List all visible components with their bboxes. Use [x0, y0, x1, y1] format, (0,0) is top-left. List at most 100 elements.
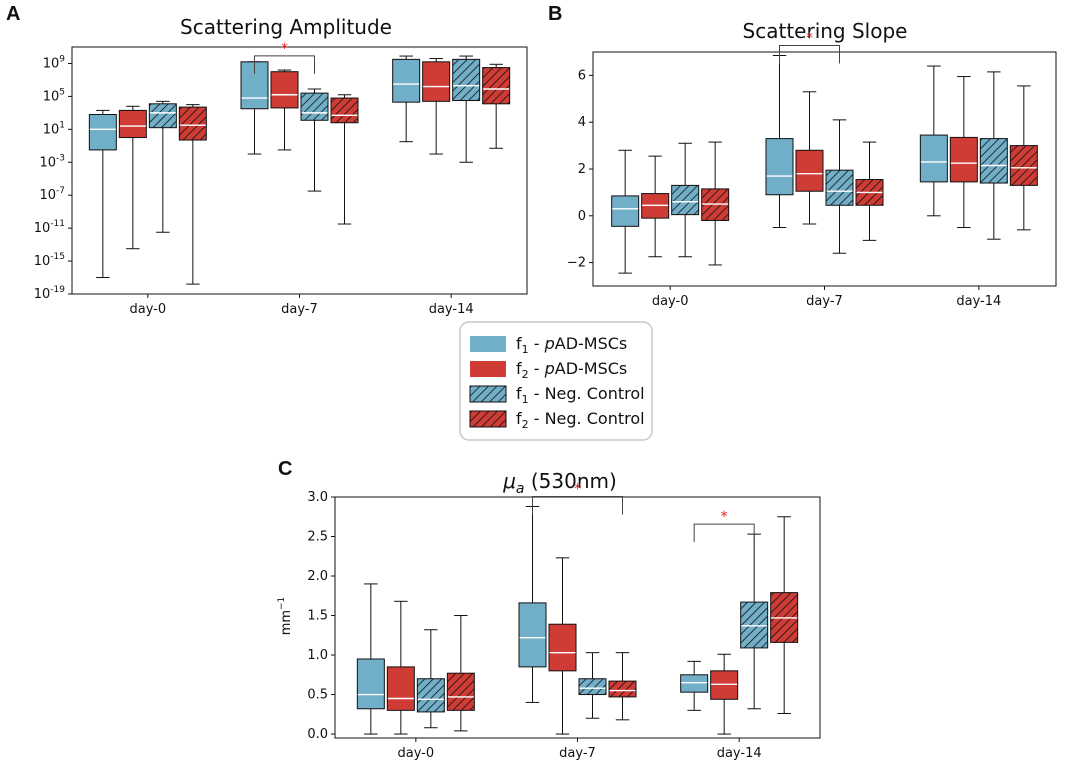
box-day-7-series-1	[518, 505, 547, 703]
box-day-7-series-3	[578, 652, 607, 719]
y-tick-label: 10-11	[34, 219, 65, 236]
box-day-14-series-3	[452, 55, 481, 163]
title-mu-symbol: μ	[502, 469, 516, 493]
chart-scattering-slope: −2 0 2 4 6 day-0 day-7 day-14 *	[567, 31, 1057, 309]
significance-star: *	[721, 509, 728, 525]
x-tick-label: day-0	[130, 302, 167, 317]
y-tick-label: 1.0	[307, 648, 328, 663]
box-day-0-series-3	[671, 142, 700, 258]
box-body	[680, 674, 709, 693]
box-day-14-series-3	[740, 533, 769, 710]
x-tick-label: day-0	[398, 746, 435, 761]
ylabel-mm-inverse: mm−1	[277, 597, 294, 636]
box-body	[416, 678, 445, 713]
box-day-14-series-1	[392, 55, 421, 143]
title-mu-rest: (530nm)	[525, 469, 617, 493]
x-tick-label: day-0	[652, 294, 689, 309]
box-day-0-series-3	[416, 629, 445, 729]
box-body	[710, 670, 739, 700]
box-day-0-series-2	[386, 600, 415, 735]
legend-item: f1 - pAD-MSCs	[470, 334, 627, 356]
box-body	[446, 672, 475, 711]
box-body	[330, 97, 359, 124]
box-body	[386, 666, 415, 711]
box-body	[1009, 145, 1038, 186]
box-body	[452, 58, 481, 102]
y-tick-label: 2.0	[307, 569, 328, 584]
significance-bracket: *	[532, 481, 623, 515]
box-day-7-series-4	[608, 652, 637, 721]
x-tick-label: day-14	[956, 294, 1001, 309]
y-tick-label: 3.0	[307, 490, 328, 505]
title-scattering-slope: Scattering Slope	[743, 19, 908, 43]
box-day-14-series-2	[949, 76, 978, 228]
box-day-14-series-4	[1009, 85, 1038, 231]
box-day-14-series-4	[770, 516, 799, 715]
bracket-line	[532, 495, 623, 515]
ylabel-base: mm	[279, 610, 294, 635]
box-day-14-series-2	[422, 58, 451, 155]
bracket-line	[254, 55, 315, 74]
box-day-7-series-4	[855, 141, 884, 241]
box-day-0-series-1	[88, 109, 117, 279]
significance-bracket: *	[693, 509, 755, 543]
y-tick-label: 4	[578, 115, 586, 130]
y-tick-label: 1.5	[307, 609, 328, 624]
legend-label: f1 - pAD-MSCs	[516, 334, 627, 356]
y-tick-label: 10-7	[39, 186, 65, 203]
box-day-0-series-4	[446, 615, 475, 732]
y-tick-label: 0.5	[307, 688, 328, 703]
box-body	[518, 602, 547, 668]
box-day-0-series-2	[118, 105, 147, 250]
y-tick-label: 105	[43, 87, 65, 104]
box-body	[422, 61, 451, 102]
box-body	[548, 623, 577, 672]
box-day-7-series-4	[330, 94, 359, 225]
box-day-0-series-4	[178, 104, 207, 285]
title-mua-530nm: μa (530nm)	[502, 469, 617, 497]
x-tick-label: day-7	[281, 302, 318, 317]
bracket-line	[693, 523, 755, 543]
y-tick-label: 2.5	[307, 530, 328, 545]
y-tick-label: 2	[578, 162, 586, 177]
legend-swatch	[470, 361, 506, 377]
box-body	[919, 134, 948, 183]
legend-item: f2 - Neg. Control	[469, 409, 645, 431]
box-body	[148, 103, 177, 129]
legend: f1 - pAD-MSCs f2 - pAD-MSCs f1 - Neg. Cont…	[459, 321, 653, 441]
chart-scattering-amplitude: 10-19 10-15 10-11 10-7 10-3 101 105 109 day-0 day…	[34, 41, 528, 317]
chart-mua-530nm: 0.0 0.5 1.0 1.5 2.0 2.5 3.0 day-0 day-7 day-14 * *	[307, 481, 821, 761]
box-body	[392, 58, 421, 103]
box-body	[611, 195, 640, 227]
box-day-14-series-2	[710, 653, 739, 735]
box-body	[356, 658, 385, 710]
legend-item: f1 - Neg. Control	[469, 384, 645, 406]
legend-label: f1 - Neg. Control	[516, 384, 645, 406]
box-day-0-series-1	[356, 583, 385, 735]
box-body	[270, 71, 299, 109]
title-scattering-amplitude: Scattering Amplitude	[180, 15, 392, 39]
significance-star: *	[574, 481, 581, 497]
legend-swatch	[469, 410, 507, 428]
box-body	[795, 149, 824, 192]
ylabel-exp: −1	[277, 597, 287, 610]
box-day-7-series-2	[795, 91, 824, 225]
box-day-14-series-1	[680, 660, 709, 711]
box-body	[979, 138, 1008, 184]
significance-star: *	[806, 31, 813, 47]
box-body	[300, 92, 329, 121]
box-day-0-series-4	[701, 141, 730, 266]
box-day-14-series-1	[919, 65, 948, 217]
x-tick-label: day-7	[559, 746, 596, 761]
box-day-7-series-1	[240, 61, 269, 155]
y-tick-label: 10-15	[34, 252, 65, 269]
box-body	[949, 136, 978, 183]
y-tick-label: 6	[578, 68, 586, 83]
box-body	[740, 601, 769, 649]
x-tick-label: day-7	[806, 294, 843, 309]
title-mu-subscript: a	[516, 481, 525, 497]
y-tick-label: 109	[43, 54, 66, 71]
box-body	[578, 678, 607, 696]
legend-swatch	[470, 336, 506, 352]
